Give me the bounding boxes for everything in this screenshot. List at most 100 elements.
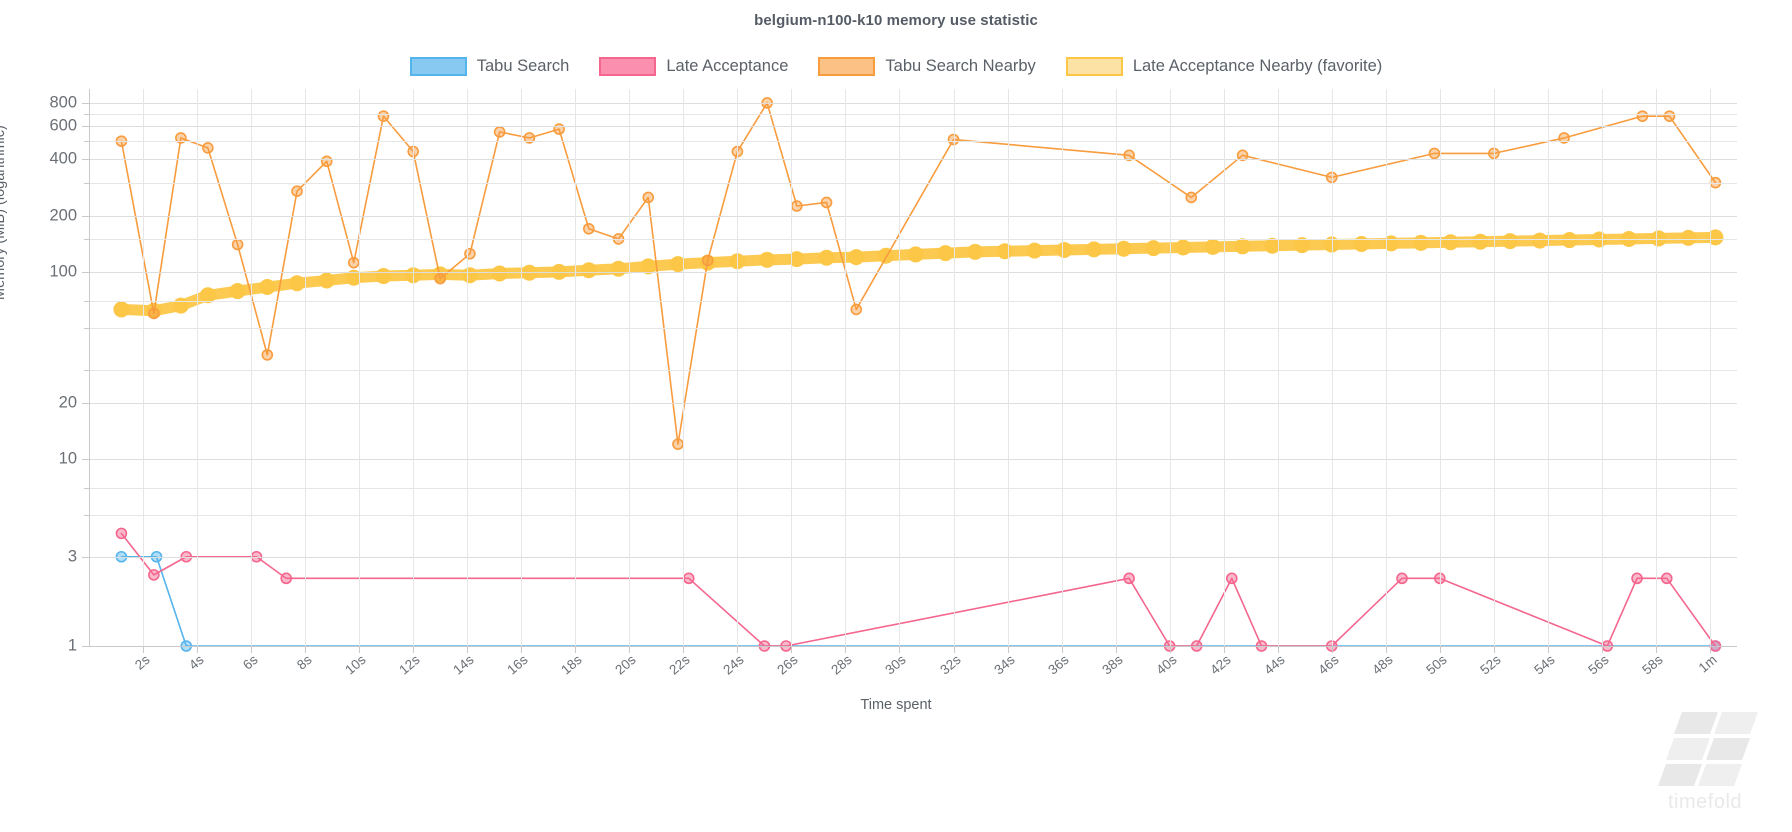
data-point[interactable] — [229, 283, 246, 300]
data-point[interactable] — [202, 142, 214, 154]
data-point[interactable] — [877, 247, 894, 264]
data-point[interactable] — [907, 246, 924, 263]
data-point[interactable] — [642, 191, 655, 204]
data-point[interactable] — [701, 254, 714, 267]
data-point[interactable] — [729, 253, 746, 270]
data-point[interactable] — [1631, 572, 1643, 585]
data-point[interactable] — [1225, 572, 1238, 585]
data-point[interactable] — [1123, 149, 1135, 162]
data-point[interactable] — [672, 438, 684, 450]
data-point[interactable] — [1396, 572, 1408, 585]
data-point[interactable] — [582, 222, 595, 235]
data-point[interactable] — [1175, 239, 1192, 256]
data-point[interactable] — [280, 572, 293, 585]
data-point[interactable] — [491, 265, 508, 282]
data-point[interactable] — [1561, 232, 1578, 249]
y-tick-label: 800 — [49, 93, 77, 112]
gridline-horizontal — [89, 556, 1737, 558]
data-point[interactable] — [682, 572, 695, 585]
data-point[interactable] — [115, 527, 128, 540]
x-tick-mark — [845, 647, 847, 653]
data-point[interactable] — [493, 126, 506, 138]
data-point[interactable] — [320, 155, 333, 168]
data-point[interactable] — [1707, 229, 1724, 246]
data-point[interactable] — [1086, 241, 1103, 258]
data-point[interactable] — [1026, 242, 1043, 259]
data-point[interactable] — [788, 251, 805, 268]
data-point[interactable] — [1204, 238, 1221, 255]
legend-item-3[interactable]: Late Acceptance Nearby (favorite) — [1065, 57, 1382, 76]
data-point[interactable] — [1264, 237, 1281, 254]
y-tick-mark-minor — [84, 328, 89, 330]
y-tick-mark-minor — [84, 369, 89, 371]
gridline-vertical — [1385, 89, 1387, 646]
data-point[interactable] — [937, 245, 954, 262]
data-point[interactable] — [1680, 229, 1697, 246]
data-point[interactable] — [1294, 237, 1311, 254]
data-point[interactable] — [850, 303, 863, 316]
data-point[interactable] — [148, 307, 160, 320]
data-point[interactable] — [1428, 147, 1441, 160]
data-point[interactable] — [1531, 232, 1548, 249]
data-point[interactable] — [1115, 240, 1132, 257]
data-point[interactable] — [461, 267, 478, 284]
y-tick-label: 20 — [58, 393, 77, 412]
data-point[interactable] — [820, 196, 833, 209]
data-point[interactable] — [261, 349, 274, 361]
data-point[interactable] — [1185, 191, 1198, 204]
gridline-vertical — [197, 89, 199, 646]
data-point[interactable] — [347, 256, 360, 269]
data-point[interactable] — [818, 249, 835, 266]
data-point[interactable] — [1145, 240, 1162, 257]
gridline-horizontal-minor — [89, 113, 1737, 115]
data-point[interactable] — [1636, 110, 1649, 122]
data-point[interactable] — [113, 301, 130, 318]
data-point[interactable] — [610, 260, 627, 277]
data-point[interactable] — [318, 272, 335, 289]
legend-item-0[interactable]: Tabu Search — [409, 57, 569, 76]
data-point[interactable] — [640, 258, 657, 275]
data-point[interactable] — [1502, 233, 1519, 250]
data-point[interactable] — [289, 275, 306, 292]
data-point[interactable] — [1234, 238, 1251, 255]
data-point[interactable] — [434, 272, 447, 285]
x-tick-mark — [953, 647, 955, 653]
data-point[interactable] — [848, 249, 865, 266]
data-point[interactable] — [1236, 149, 1249, 162]
data-point[interactable] — [345, 269, 362, 286]
x-tick-mark — [1655, 647, 1657, 653]
data-point[interactable] — [1123, 572, 1135, 585]
gridline-vertical — [1655, 89, 1657, 646]
series-1 — [115, 527, 1722, 652]
data-point[interactable] — [231, 238, 244, 251]
data-point[interactable] — [291, 185, 303, 197]
data-point[interactable] — [175, 132, 187, 144]
data-point[interactable] — [148, 569, 160, 581]
legend-item-1[interactable]: Late Acceptance — [599, 57, 788, 76]
data-point[interactable] — [115, 135, 128, 147]
data-point[interactable] — [1056, 241, 1073, 258]
data-point[interactable] — [996, 243, 1013, 260]
data-point[interactable] — [375, 268, 392, 285]
data-point[interactable] — [377, 110, 390, 122]
data-point[interactable] — [759, 251, 776, 268]
data-point[interactable] — [580, 262, 597, 279]
data-point[interactable] — [1663, 110, 1676, 122]
data-point[interactable] — [523, 132, 536, 144]
data-point[interactable] — [967, 243, 984, 260]
data-point[interactable] — [1353, 235, 1370, 252]
data-point[interactable] — [1412, 234, 1429, 251]
data-point[interactable] — [259, 279, 276, 296]
data-point[interactable] — [1442, 234, 1459, 251]
data-point[interactable] — [1472, 233, 1489, 250]
data-point[interactable] — [1660, 572, 1673, 585]
gridline-vertical — [629, 89, 631, 646]
legend-item-2[interactable]: Tabu Search Nearby — [818, 57, 1036, 76]
y-tick-mark — [82, 126, 89, 128]
data-point[interactable] — [199, 287, 216, 304]
data-point[interactable] — [1558, 132, 1570, 144]
data-point[interactable] — [731, 145, 744, 158]
data-point[interactable] — [669, 256, 686, 273]
data-point[interactable] — [791, 200, 803, 212]
data-point[interactable] — [1650, 230, 1667, 247]
